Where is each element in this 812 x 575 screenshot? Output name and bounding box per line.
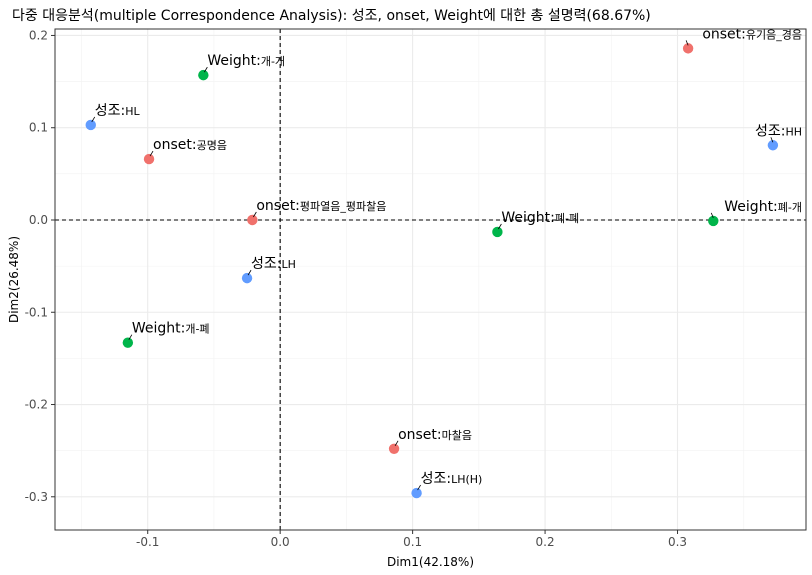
- point-label-category: 공명음: [197, 139, 227, 152]
- point-label: Weight:개-폐: [132, 321, 210, 337]
- label-connector: [685, 40, 689, 46]
- point-label: Weight:폐-개: [724, 199, 802, 215]
- point-label-prefix: 성조:: [95, 103, 125, 119]
- point-label-category: 평파열음_평파찰음: [300, 200, 386, 213]
- point-label-category: 폐-폐: [555, 212, 579, 225]
- y-tick-label: -0.3: [25, 490, 48, 504]
- point-Weight:개-개: [198, 69, 209, 81]
- point-label: onset:공명음: [153, 137, 227, 153]
- x-tick-label: 0.2: [536, 535, 555, 549]
- point-label-prefix: onset:: [153, 137, 197, 153]
- label-connector: [204, 66, 208, 73]
- point-label-prefix: onset:: [256, 198, 300, 214]
- point-label: 성조:HL: [95, 103, 141, 119]
- point-성조:LH(H): [411, 487, 422, 499]
- label-connector: [149, 150, 154, 157]
- point-label-category: LH(H): [451, 473, 482, 486]
- y-tick-label: -0.2: [25, 398, 48, 412]
- point-label-prefix: onset:: [398, 427, 442, 443]
- data-points: [85, 43, 779, 499]
- point-성조:HL: [85, 119, 96, 131]
- reference-lines: [55, 29, 806, 530]
- point-label-prefix: 성조:: [755, 123, 785, 139]
- y-axis-label: Dim2(26.48%): [7, 236, 21, 323]
- minor-gridlines: [55, 29, 806, 530]
- y-tick-label: 0.0: [29, 213, 48, 227]
- point-onset:마찰음: [388, 443, 400, 455]
- point-label-category: HH: [785, 125, 802, 138]
- point-label: 성조:HH: [755, 123, 802, 139]
- point-label-prefix: 성조:: [421, 471, 451, 487]
- x-axis-label: Dim1(42.18%): [387, 555, 474, 569]
- label-connector: [770, 137, 774, 143]
- x-tick-label: 0.3: [668, 535, 687, 549]
- point-onset:평파열음_평파찰음: [247, 214, 258, 226]
- point-label: 성조:LH: [251, 256, 296, 272]
- label-connector: [253, 211, 257, 218]
- y-tick-label: -0.1: [25, 305, 48, 319]
- y-tick-label: 0.2: [29, 28, 48, 42]
- x-tick-label: -0.1: [136, 535, 159, 549]
- point-label-prefix: Weight:: [132, 321, 186, 337]
- label-connector: [417, 484, 421, 491]
- point-label-prefix: onset:: [702, 26, 746, 42]
- label-connector: [498, 223, 502, 230]
- point-label-category: 마찰음: [442, 429, 472, 442]
- point-label: Weight:폐-폐: [501, 210, 579, 226]
- point-Weight:폐-폐: [492, 226, 503, 238]
- y-tick-label: 0.1: [29, 121, 48, 135]
- point-label: onset:마찰음: [398, 427, 472, 443]
- point-label-category: 개-폐: [185, 323, 209, 336]
- point-label-category: 폐-개: [778, 201, 802, 214]
- point-성조:HH: [767, 140, 779, 151]
- major-gridlines: [55, 29, 806, 530]
- point-label: onset:평파열음_평파찰음: [256, 198, 386, 214]
- plot-panel-border: [54, 28, 807, 531]
- label-connector: [128, 334, 133, 340]
- point-label: onset:유기음_경음: [702, 26, 802, 42]
- point-성조:LH: [241, 272, 253, 284]
- x-tick-label: 0.1: [403, 535, 422, 549]
- point-Weight:폐-개: [708, 215, 719, 227]
- point-label: 성조:LH(H): [421, 471, 483, 487]
- point-labels: onset:유기음_경음Weight:개-개성조:HLonset:공명음성조:H…: [91, 26, 802, 491]
- x-axis-ticks: -0.1 0.0 0.1 0.2 0.3: [136, 530, 687, 549]
- chart-title: 다중 대응분석(multiple Correspondence Analysis…: [12, 8, 651, 24]
- label-connector: [91, 116, 96, 123]
- point-label: Weight:개-개: [207, 53, 285, 69]
- y-axis-ticks: -0.3 -0.2 -0.1 0.0 0.1 0.2: [25, 28, 55, 504]
- label-connector: [247, 269, 252, 276]
- point-label-prefix: Weight:: [207, 53, 261, 69]
- label-connector: [394, 440, 399, 447]
- point-label-prefix: Weight:: [724, 199, 778, 215]
- point-Weight:개-폐: [122, 337, 134, 348]
- point-label-category: HL: [125, 105, 140, 118]
- label-connector: [710, 212, 714, 219]
- point-label-prefix: Weight:: [501, 210, 555, 226]
- point-onset:유기음_경음: [682, 43, 694, 54]
- point-label-category: 유기음_경음: [746, 28, 802, 41]
- point-onset:공명음: [143, 153, 155, 165]
- point-label-prefix: 성조:: [251, 256, 281, 272]
- point-label-category: 개-개: [261, 55, 285, 68]
- point-label-category: LH: [282, 258, 296, 271]
- x-tick-label: 0.0: [271, 535, 290, 549]
